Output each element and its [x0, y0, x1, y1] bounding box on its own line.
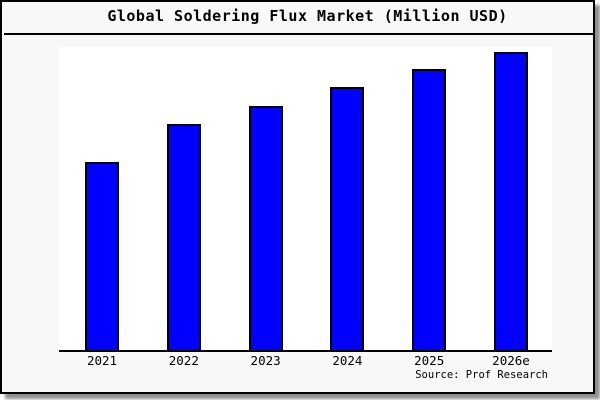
x-tick-label-2022: 2022	[168, 353, 199, 368]
chart-title: Global Soldering Flux Market (Million US…	[107, 7, 508, 25]
bar-2022	[166, 124, 201, 350]
plot-area	[59, 47, 552, 352]
bar-2021	[85, 162, 119, 350]
x-tick-label-2025: 2025	[414, 353, 445, 368]
x-tick-label-2024: 2024	[332, 353, 363, 368]
x-tick-label-2023: 2023	[250, 353, 281, 368]
x-tick-label-2026e: 2026e	[492, 353, 530, 368]
x-tick-label-2021: 2021	[86, 353, 118, 368]
bar-2024	[330, 87, 365, 350]
bar-2023	[248, 106, 283, 350]
source-note: Source: Prof Research	[415, 369, 548, 381]
title-separator	[4, 33, 595, 35]
bar-2025	[412, 69, 447, 350]
bar-2026e	[494, 52, 528, 350]
x-axis-labels: 2021 2022 2023 2024 2025 2026e	[0, 353, 600, 369]
